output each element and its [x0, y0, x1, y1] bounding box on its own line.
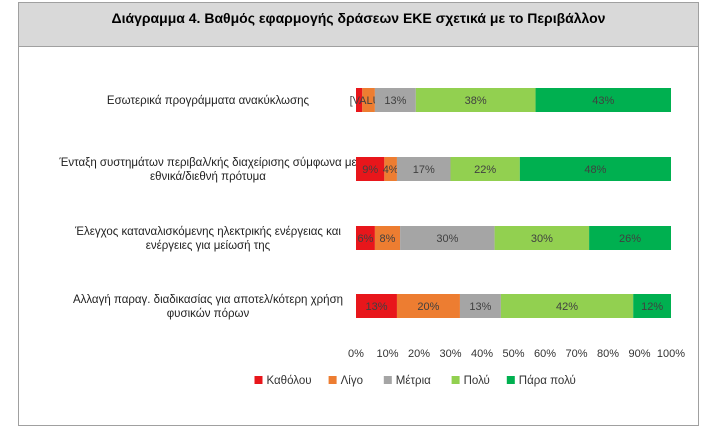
legend-swatch	[451, 376, 460, 384]
data-label: 30%	[436, 233, 458, 245]
legend-label: Μέτρια	[396, 375, 431, 387]
data-label: 9%	[362, 164, 378, 176]
legend-swatch	[383, 376, 392, 384]
x-tick-label: 70%	[565, 348, 587, 360]
data-label: 20%	[417, 301, 439, 313]
bar-segment	[400, 226, 495, 250]
x-tick-label: 100%	[657, 348, 685, 360]
bar-segment	[589, 226, 671, 250]
legend-label: Πάρα πολύ	[519, 375, 576, 387]
data-label: 43%	[592, 95, 614, 107]
chart-title: Διάγραμμα 4. Βαθμός εφαρμογής δράσεων ΕΚ…	[111, 10, 606, 26]
x-tick-label: 90%	[628, 348, 650, 360]
bar-segment	[356, 294, 397, 318]
legend-swatch	[254, 376, 263, 384]
data-label: 6%	[357, 233, 373, 245]
bar-segment	[450, 157, 520, 181]
legend-swatch	[506, 376, 515, 384]
data-label: 12%	[641, 301, 663, 313]
bar-segment	[415, 88, 536, 112]
x-tick-label: 0%	[348, 348, 364, 360]
category-label: Έλεγχος καταναλισκόμενης ηλεκτρικής ενέρ…	[74, 226, 341, 238]
bar-segment	[494, 226, 590, 250]
x-tick-label: 80%	[597, 348, 619, 360]
bar-segment	[535, 88, 671, 112]
bar-segment	[374, 226, 401, 250]
title-bar: Διάγραμμα 4. Βαθμός εφαρμογής δράσεων ΕΚ…	[19, 3, 698, 47]
bar-segment	[356, 88, 363, 112]
bar-segment	[374, 88, 416, 112]
x-tick-label: 20%	[408, 348, 430, 360]
category-label: φυσικών πόρων	[167, 308, 250, 320]
bar-segment	[362, 88, 375, 112]
bar-segment	[396, 157, 451, 181]
chart-frame: Διάγραμμα 4. Βαθμός εφαρμογής δράσεων ΕΚ…	[18, 2, 699, 426]
data-label: 22%	[474, 164, 496, 176]
data-label: 26%	[619, 233, 641, 245]
x-tick-label: 10%	[376, 348, 398, 360]
bar-segment	[356, 157, 385, 181]
bar-segment	[396, 294, 460, 318]
category-label: ενέργειες για μείωσή της	[146, 240, 271, 252]
category-label: Ένταξη συστημάτων περιβαλ/κής διαχείριση…	[58, 157, 356, 169]
x-tick-label: 40%	[471, 348, 493, 360]
legend-label: Καθόλου	[267, 375, 312, 387]
x-tick-label: 50%	[502, 348, 524, 360]
x-tick-label: 60%	[534, 348, 556, 360]
data-label: 13%	[469, 301, 491, 313]
legend-swatch	[328, 376, 337, 384]
x-tick-label: 30%	[439, 348, 461, 360]
data-label: 38%	[465, 95, 487, 107]
data-label: 8%	[380, 233, 396, 245]
bar-segment	[384, 157, 397, 181]
bar-segment	[356, 226, 375, 250]
bar-segment	[519, 157, 671, 181]
data-label: 4%	[383, 164, 399, 176]
category-label: εθνικά/διεθνή πρότυμα	[150, 171, 266, 183]
bar-segment	[633, 294, 671, 318]
data-label: 17%	[413, 164, 435, 176]
bar-segment	[459, 294, 501, 318]
legend-label: Πολύ	[464, 375, 490, 387]
legend-label: Λίγο	[341, 375, 363, 387]
data-label: 13%	[365, 301, 387, 313]
category-label: Αλλαγή παραγ. διαδικασίας για αποτελ/κότ…	[73, 294, 343, 306]
chart-plot: Εσωτερικά προγράμματα ανακύκλωσης Ένταξη …	[58, 88, 685, 387]
bar-segment	[500, 294, 634, 318]
data-label: 30%	[531, 233, 553, 245]
data-label: 13%	[384, 95, 406, 107]
data-label: 42%	[556, 301, 578, 313]
data-label: 48%	[584, 164, 606, 176]
category-label: Εσωτερικά προγράμματα ανακύκλωσης	[107, 95, 310, 107]
